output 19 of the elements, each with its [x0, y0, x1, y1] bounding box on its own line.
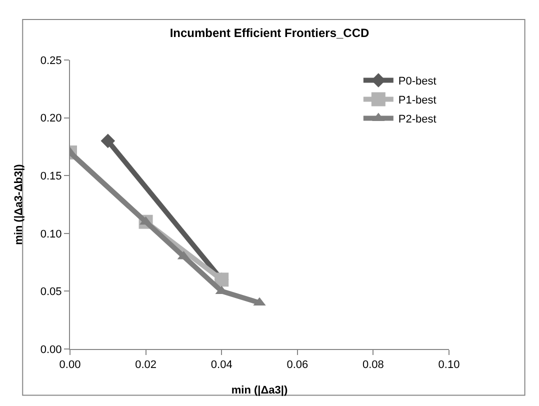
- chart-title: Incumbent Efficient Frontiers_CCD: [170, 26, 370, 40]
- y-tick-label: 0.10: [40, 228, 62, 240]
- y-tick-label: 0.25: [40, 54, 62, 67]
- x-tick-label: 0.08: [362, 359, 384, 372]
- x-tick-label: 0.06: [286, 359, 308, 372]
- y-tick-label: 0.15: [40, 170, 62, 182]
- legend-label: P2-best: [398, 114, 436, 126]
- legend-label: P0-best: [398, 76, 436, 88]
- x-tick-label: 0.00: [59, 359, 81, 372]
- y-axis-title: min (|Δa3-Δb3|): [13, 164, 26, 245]
- x-tick-label: 0.04: [210, 359, 232, 372]
- legend-label: P1-best: [398, 94, 436, 107]
- point: [100, 134, 116, 148]
- y-tick-label: 0.05: [40, 286, 62, 298]
- x-tick-label: 0.02: [135, 359, 157, 372]
- y-tick-label: 0.20: [40, 112, 62, 125]
- x-axis-title: min (|Δa3|): [231, 384, 288, 396]
- x-tick-label: 0.10: [438, 359, 460, 372]
- y-tick-label: 0.00: [40, 344, 62, 356]
